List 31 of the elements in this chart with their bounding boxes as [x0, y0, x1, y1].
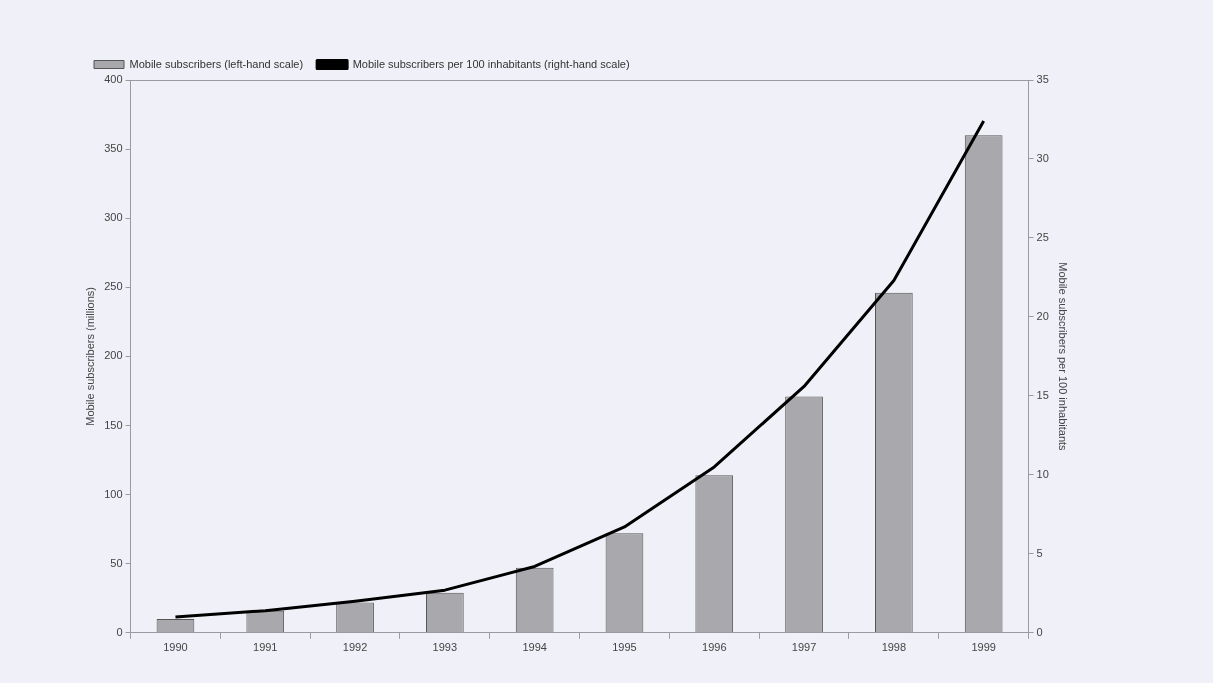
y2-tick-label: 5 — [1036, 546, 1043, 559]
x-tick-label: 1994 — [522, 641, 547, 654]
y-tick-label: 200 — [104, 349, 123, 362]
y-axis-title: Mobile subscribers (millions) — [83, 287, 96, 426]
x-tick-label: 1998 — [881, 641, 907, 654]
x-tick-label: 1993 — [432, 641, 458, 654]
y-tick-label: 300 — [104, 211, 123, 224]
y2-tick-label: 25 — [1036, 230, 1049, 243]
x-tick-label: 1997 — [791, 641, 817, 654]
x-tick-label: 1995 — [612, 641, 637, 654]
legend-label: Mobile subscribers (left-hand scale) — [129, 57, 304, 70]
y-tick-label: 350 — [104, 142, 123, 155]
y2-tick-label: 35 — [1036, 73, 1049, 86]
y2-tick-label: 30 — [1036, 152, 1049, 164]
y-tick-label: 250 — [104, 280, 123, 293]
x-tick-label: 1996 — [702, 641, 727, 654]
x-tick-label: 1991 — [253, 641, 278, 654]
x-tick-label: 1999 — [971, 641, 996, 654]
y2-tick-label: 10 — [1036, 467, 1049, 480]
y2-tick-label: 20 — [1036, 309, 1049, 322]
y2-tick-label: 0 — [1036, 625, 1043, 638]
y-tick-label: 50 — [110, 556, 123, 569]
y2-tick-label: 15 — [1036, 388, 1049, 401]
y-tick-label: 0 — [116, 625, 123, 638]
x-tick-label: 1992 — [342, 641, 368, 654]
y2-axis-title: Mobile subscribers per 100 inhabitants — [1057, 262, 1070, 452]
y-tick-label: 100 — [104, 487, 123, 500]
y-tick-label: 400 — [104, 73, 123, 86]
y-tick-label: 150 — [104, 418, 123, 431]
legend-label: Mobile subscribers per 100 inhabitants (right-hand scale) — [352, 57, 630, 70]
x-tick-label: 1990 — [163, 641, 188, 654]
